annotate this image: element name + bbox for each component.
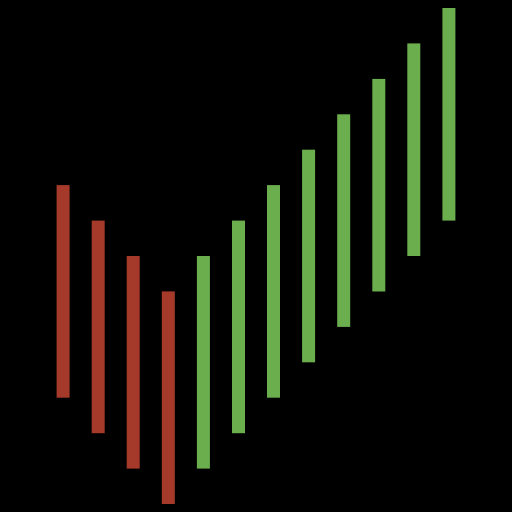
range-bar-8-up [302, 149, 316, 363]
range-bar-2-down [91, 220, 105, 434]
range-bar-4-down [161, 291, 175, 504]
range-bar-6-up [232, 220, 245, 434]
range-bar-3-down [126, 256, 140, 469]
range-bar-11-up [407, 43, 421, 257]
range-bar-5-up [196, 256, 210, 469]
range-bar-9-up [337, 114, 351, 327]
range-bar-12-up [442, 8, 456, 221]
range-bar-10-up [372, 78, 386, 292]
range-bar-7-up [267, 185, 280, 398]
range-bar-1-down [56, 185, 70, 398]
